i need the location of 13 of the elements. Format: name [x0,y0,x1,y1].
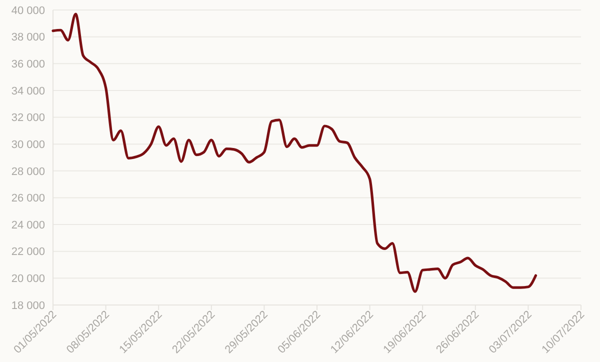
line-series [52,12,538,293]
y-tick-label: 34 000 [11,85,45,98]
y-tick-label: 28 000 [11,166,45,178]
y-tick-label: 24 000 [11,219,45,232]
y-tick-label: 36 000 [11,58,45,70]
y-tick-label: 30 000 [11,138,45,151]
y-tick-label: 40 000 [11,4,45,17]
y-tick-label: 18 000 [11,300,45,312]
y-tick-label: 20 000 [11,273,45,286]
y-tick-label: 22 000 [11,246,45,258]
y-tick-label: 32 000 [11,112,45,124]
y-tick-label: 26 000 [11,192,45,205]
y-tick-label: 38 000 [11,32,45,44]
